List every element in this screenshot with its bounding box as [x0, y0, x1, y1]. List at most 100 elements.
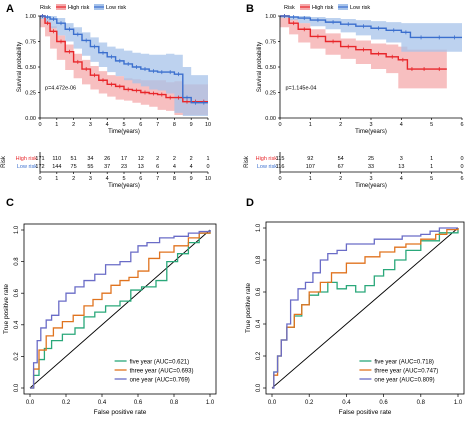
- risk-table-count: 3: [400, 156, 403, 162]
- x-tick-label: 3: [89, 122, 92, 128]
- x-tick-label: 1: [309, 122, 312, 128]
- x-tick-label: 0.8: [170, 400, 179, 406]
- x-tick-label: 7: [156, 122, 159, 128]
- risk-table-row-label: High risk: [256, 156, 278, 162]
- risk-table-count: 116: [276, 164, 285, 170]
- risk-table-count: 0: [460, 164, 463, 170]
- risk-table-count: 67: [338, 164, 344, 170]
- y-axis-label: Survival probability: [257, 42, 263, 92]
- roc-curve-three: [30, 230, 211, 389]
- legend-item-label: High risk: [68, 5, 90, 11]
- legend-item-label: Low risk: [350, 5, 370, 11]
- x-tick-label: 3: [369, 122, 372, 128]
- y-tick-label: 0.00: [265, 116, 276, 122]
- risk-table-x-tick-label: 3: [369, 176, 372, 182]
- risk-table-count: 12: [138, 156, 144, 162]
- diagonal-reference-line: [271, 227, 459, 389]
- y-tick-label: 0.50: [25, 65, 36, 71]
- x-tick-label: 0.2: [62, 400, 71, 406]
- y-tick-label: 1.0: [14, 225, 20, 234]
- risk-table-x-tick-label: 4: [400, 176, 403, 182]
- diagonal-reference-line: [29, 229, 211, 389]
- x-tick-label: 6: [139, 122, 142, 128]
- legend-item-label: one year (AUC=0.809): [374, 377, 434, 383]
- y-axis-label: True positive rate: [3, 284, 10, 334]
- risk-table-x-tick-label: 4: [106, 176, 109, 182]
- y-tick-label: 0.6: [256, 287, 262, 296]
- x-tick-label: 0.8: [417, 400, 426, 406]
- y-tick-label: 1.00: [265, 14, 276, 20]
- risk-table-x-tick-label: 6: [460, 176, 463, 182]
- risk-table-count: 4: [173, 164, 176, 170]
- risk-table-x-tick-label: 0: [278, 176, 281, 182]
- x-axis-label: Time(years): [108, 129, 140, 135]
- plot-frame: [265, 221, 465, 395]
- risk-table-axis-title: Risk: [244, 155, 250, 168]
- risk-table-row-label: Low risk: [257, 164, 277, 170]
- x-axis-label: Time(years): [355, 129, 387, 135]
- y-tick-label: 0.2: [14, 352, 20, 361]
- risk-table-x-tick-label: 0: [38, 176, 41, 182]
- x-tick-label: 5: [122, 122, 125, 128]
- risk-table-count: 54: [338, 156, 344, 162]
- y-tick-label: 0.25: [265, 91, 276, 97]
- p-value-label: p=1.145e-04: [285, 85, 316, 91]
- y-axis-label: True positive rate: [245, 283, 252, 333]
- x-tick-label: 4: [400, 122, 403, 128]
- y-tick-label: 1.00: [25, 14, 36, 20]
- risk-table-count: 1: [430, 156, 433, 162]
- legend-item-label: three year (AUC=0.747): [374, 368, 438, 374]
- legend-item-label: five year (AUC=0.718): [374, 359, 434, 365]
- risk-table-count: 2: [190, 156, 193, 162]
- x-tick-label: 0.6: [379, 400, 388, 406]
- x-tick-label: 0.6: [134, 400, 143, 406]
- risk-table-count: 75: [71, 164, 77, 170]
- legend-item-label: three year (AUC=0.693): [130, 368, 194, 374]
- y-tick-label: 0.2: [256, 351, 262, 360]
- x-tick-label: 8: [173, 122, 176, 128]
- risk-table-axis-title: Risk: [1, 155, 7, 168]
- roc-curve-five: [30, 230, 211, 389]
- roc-curve-one: [272, 227, 458, 389]
- y-axis-label: Survival probability: [17, 42, 23, 92]
- risk-table-count: 33: [368, 164, 374, 170]
- km-panel-a: 0.000.250.500.751.000 1 2 3 4 5 6 7 8 9 10Time(yea…: [1, 4, 211, 189]
- x-tick-label: 4: [106, 122, 109, 128]
- panel-label-c: C: [6, 197, 14, 209]
- x-tick-label: 5: [430, 122, 433, 128]
- roc-panel-c: 0.0 0.2 0.4 0.6 0.8 1.0 0.0 0.2 0.4 0.6 0.8 1.0 Fals…: [3, 223, 217, 416]
- km-curve-low: [280, 15, 462, 39]
- risk-table-count: 6: [156, 164, 159, 170]
- y-tick-label: 0.4: [256, 319, 262, 328]
- x-axis-label: False positive rate: [94, 409, 147, 416]
- risk-table-x-tick-label: 7: [156, 176, 159, 182]
- x-tick-label: 0.2: [305, 400, 314, 406]
- risk-table-x-tick-label: 5: [122, 176, 125, 182]
- p-value-label: p=4.472e-06: [45, 85, 76, 91]
- panel-label-d: D: [246, 197, 254, 209]
- risk-table-count: 51: [71, 156, 77, 162]
- risk-table-x-tick-label: 2: [72, 176, 75, 182]
- risk-table-count: 2: [173, 156, 176, 162]
- y-tick-label: 0.6: [14, 288, 20, 297]
- plot-frame: [23, 223, 217, 395]
- risk-table-count: 1: [430, 164, 433, 170]
- risk-table-x-tick-label: 5: [430, 176, 433, 182]
- risk-table-count: 13: [138, 164, 144, 170]
- legend-item-label: Low risk: [106, 5, 126, 11]
- risk-table-count: 25: [368, 156, 374, 162]
- risk-table-count: 115: [276, 156, 285, 162]
- risk-table-count: 0: [206, 164, 209, 170]
- risk-table-count: 172: [35, 164, 44, 170]
- risk-table-count: 37: [104, 164, 110, 170]
- legend-title: Risk: [40, 5, 51, 11]
- y-tick-label: 0.4: [14, 320, 20, 329]
- y-tick-label: 1.0: [256, 223, 262, 232]
- x-tick-label: 2: [339, 122, 342, 128]
- km-curve-high: [280, 15, 447, 70]
- risk-table-count: 26: [104, 156, 110, 162]
- risk-table-count: 1: [206, 156, 209, 162]
- x-tick-label: 9: [190, 122, 193, 128]
- risk-table-count: 2: [156, 156, 159, 162]
- y-tick-label: 0.8: [14, 257, 20, 266]
